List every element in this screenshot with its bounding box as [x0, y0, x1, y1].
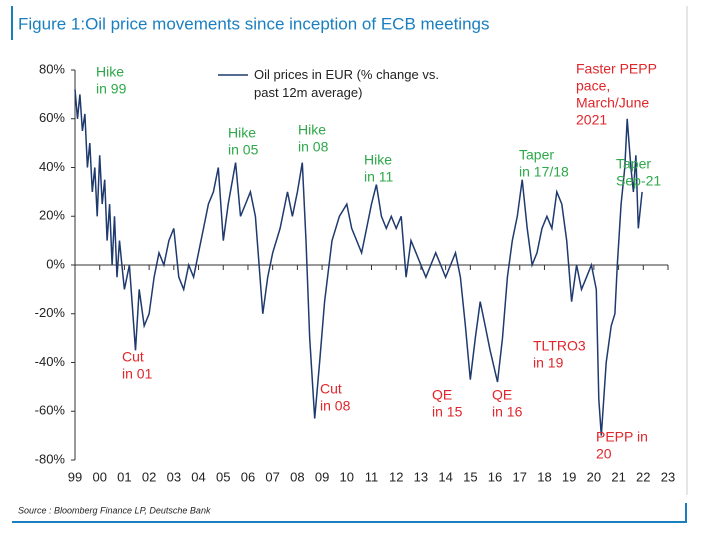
annotation: March/June — [576, 95, 649, 111]
y-tick-label: 60% — [39, 110, 65, 125]
annotation: in 15 — [432, 404, 463, 420]
annotation: in 11 — [364, 169, 394, 185]
x-tick-label: 06 — [241, 469, 255, 484]
annotation: 2021 — [576, 112, 607, 128]
annotation: PEPP in — [596, 429, 648, 445]
y-tick-label: 40% — [39, 159, 65, 174]
x-tick-label: 15 — [463, 469, 477, 484]
y-tick-label: -20% — [35, 305, 66, 320]
x-tick-label: 22 — [636, 469, 650, 484]
annotation: Faster PEPP — [576, 61, 657, 77]
x-tick-label: 16 — [488, 469, 502, 484]
x-tick-label: 07 — [265, 469, 279, 484]
x-tick-label: 09 — [315, 469, 329, 484]
legend-label: Oil prices in EUR (% change vs. past 12m… — [254, 67, 439, 100]
source: Source : Bloomberg Finance LP, Deutsche … — [18, 505, 211, 515]
x-tick-label: 05 — [216, 469, 230, 484]
annotation: in 05 — [228, 142, 259, 158]
x-tick-label: 17 — [513, 469, 527, 484]
annotation: Hike — [228, 125, 256, 141]
x-tick-label: 08 — [290, 469, 304, 484]
y-tick-label: -60% — [35, 403, 66, 418]
annotation: in 19 — [533, 355, 564, 371]
x-tick-label: 13 — [414, 469, 428, 484]
annotation: in 99 — [96, 81, 127, 97]
annotation: Sep-21 — [616, 173, 661, 189]
x-tick-label: 21 — [611, 469, 625, 484]
annotation: in 01 — [122, 366, 153, 382]
x-tick-label: 02 — [142, 469, 156, 484]
x-tick-label: 19 — [562, 469, 576, 484]
annotation: Cut — [320, 381, 342, 397]
annotation: 20 — [596, 446, 612, 462]
legend: Oil prices in EUR (% change vs. past 12m… — [254, 67, 439, 100]
data-line — [74, 89, 643, 436]
x-tick-label: 99 — [68, 469, 82, 484]
annotation: Taper — [519, 147, 554, 163]
y-tick-label: 20% — [39, 208, 65, 223]
x-tick-label: 04 — [191, 469, 205, 484]
x-tick-label: 20 — [587, 469, 601, 484]
annotation: TLTRO3 — [533, 338, 586, 354]
annotation: QE — [432, 387, 452, 403]
annotation: Taper — [616, 156, 651, 172]
y-tick-label: -40% — [35, 354, 66, 369]
annotation: pace, — [576, 78, 610, 94]
y-tick-label: 80% — [39, 61, 65, 76]
x-tick-label: 12 — [389, 469, 403, 484]
annotation: QE — [492, 387, 512, 403]
y-tick-label: -80% — [35, 451, 66, 466]
annotation: Cut — [122, 349, 144, 365]
x-tick-label: 18 — [537, 469, 551, 484]
annotation: in 17/18 — [519, 164, 569, 180]
x-tick-label: 10 — [340, 469, 354, 484]
annotation: in 16 — [492, 404, 523, 420]
chart-title: Figure 1:Oil price movements since incep… — [18, 14, 489, 33]
x-tick-label: 23 — [661, 469, 675, 484]
annotation: in 08 — [298, 139, 329, 155]
annotation: Hike — [96, 64, 124, 80]
annotation: Hike — [364, 152, 392, 168]
x-tick-label: 14 — [438, 469, 452, 484]
x-tick-label: 11 — [365, 469, 379, 484]
x-tick-label: 01 — [117, 469, 131, 484]
x-tick-label: 03 — [167, 469, 181, 484]
x-tick-label: 00 — [92, 469, 106, 484]
y-tick-label: 0% — [46, 256, 65, 271]
annotation: in 08 — [320, 398, 351, 414]
annotation: Hike — [298, 122, 326, 138]
